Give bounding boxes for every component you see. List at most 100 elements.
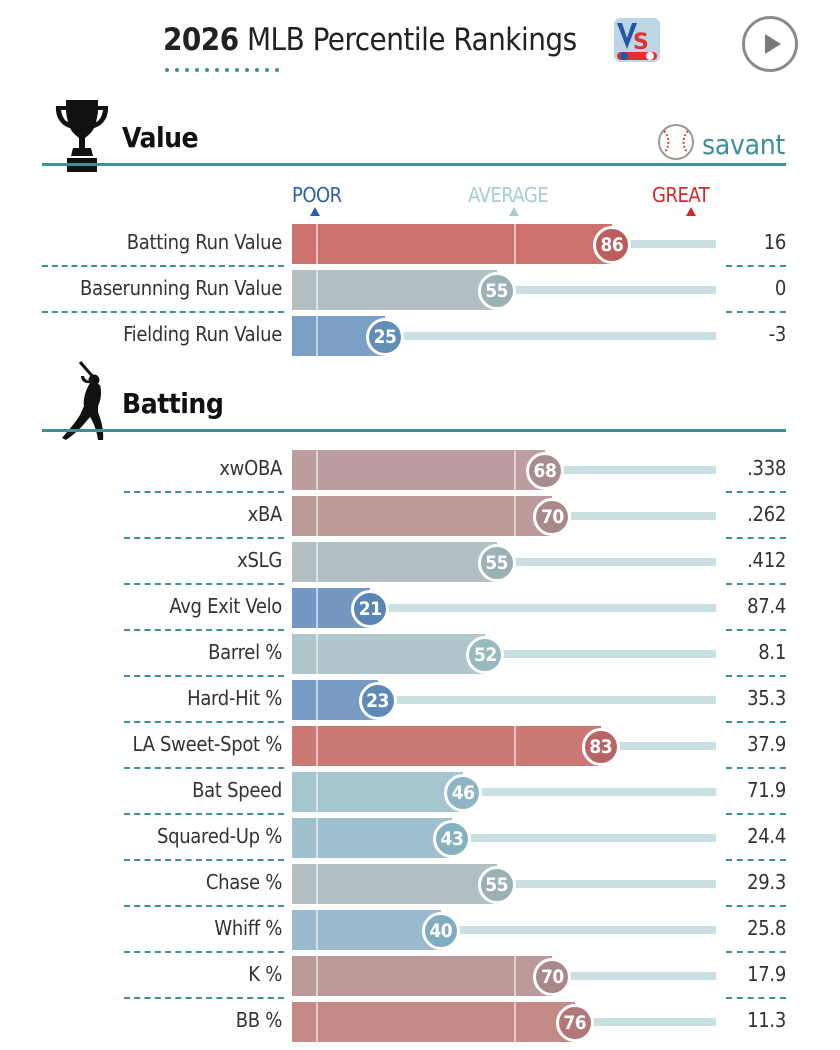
percentile-bubble: 25 [366, 318, 404, 356]
baseball-icon [656, 122, 696, 166]
metric-label: K % [248, 962, 282, 986]
bar-gridline [316, 680, 318, 720]
title-text: MLB Percentile Rankings [238, 22, 577, 58]
bar-gridline [316, 1002, 318, 1042]
metric-label: LA Sweet-Spot % [132, 732, 282, 756]
row-separator [124, 997, 284, 999]
bar-gridline [316, 270, 318, 310]
metric-row[interactable]: Avg Exit Velo 21 87.4 [0, 586, 840, 632]
play-button[interactable] [742, 16, 798, 72]
metric-label: xBA [247, 502, 283, 526]
metric-label: xSLG [237, 548, 282, 572]
metric-row[interactable]: Batting Run Value 86 16 [0, 222, 840, 268]
metric-value: 8.1 [758, 640, 786, 664]
bar-gridline [514, 956, 516, 996]
metric-row[interactable]: xwOBA 68 .338 [0, 448, 840, 494]
metric-row[interactable]: Whiff % 40 25.8 [0, 908, 840, 954]
percentile-bar [292, 270, 497, 310]
batter-silhouette-icon [54, 360, 110, 448]
title-underline-dots [165, 68, 279, 72]
metric-value: 24.4 [747, 824, 786, 848]
bar-gridline [316, 496, 318, 536]
row-separator [124, 859, 284, 861]
metric-label: Whiff % [214, 916, 282, 940]
bar-gridline [316, 542, 318, 582]
percentile-bar [292, 634, 486, 674]
metric-row[interactable]: LA Sweet-Spot % 83 37.9 [0, 724, 840, 770]
row-separator [124, 721, 284, 723]
percentile-bubble: 86 [592, 226, 631, 264]
percentile-bubble: 46 [444, 774, 483, 812]
row-separator [42, 265, 284, 267]
percentile-bar [292, 772, 464, 812]
metric-row[interactable]: Barrel % 52 8.1 [0, 632, 840, 678]
section-title-value: Value [122, 121, 199, 154]
metric-row[interactable]: Squared-Up % 43 24.4 [0, 816, 840, 862]
percentile-bubble: 52 [466, 636, 505, 674]
percentile-bubble: 23 [358, 682, 397, 720]
row-separator [726, 629, 786, 631]
bar-gridline [316, 956, 318, 996]
percentile-bubble: 55 [477, 866, 516, 904]
metric-value: 87.4 [747, 594, 786, 618]
percentile-track [292, 332, 716, 340]
bar-gridline [514, 726, 516, 766]
metric-label: Squared-Up % [156, 824, 282, 848]
metric-row[interactable]: Baserunning Run Value 55 0 [0, 268, 840, 314]
percentile-bubble: 68 [525, 452, 564, 490]
percentile-bar [292, 542, 497, 582]
metric-value: 0 [774, 276, 786, 300]
section-title-batting: Batting [122, 387, 224, 420]
metric-row[interactable]: xSLG 55 .412 [0, 540, 840, 586]
metric-row[interactable]: Bat Speed 46 71.9 [0, 770, 840, 816]
row-separator [124, 537, 284, 539]
row-separator [726, 675, 786, 677]
row-separator [726, 951, 786, 953]
metric-value: 16 [763, 230, 787, 254]
metric-label: Bat Speed [192, 778, 282, 802]
bar-gridline [316, 316, 318, 356]
row-separator [124, 583, 284, 585]
percentile-bubble: 43 [432, 820, 471, 858]
vs-logo-icon[interactable]: S [614, 18, 662, 64]
metric-label: xwOBA [219, 456, 282, 480]
metric-label: Chase % [205, 870, 282, 894]
metric-label: Barrel % [208, 640, 282, 664]
percentile-bar [292, 450, 545, 490]
metric-row[interactable]: xBA 70 .262 [0, 494, 840, 540]
metric-value: .412 [747, 548, 786, 572]
bar-gridline [514, 496, 516, 536]
percentile-bubble: 83 [581, 728, 620, 766]
percentile-bar [292, 910, 441, 950]
metric-value: .338 [747, 456, 786, 480]
percentile-track [292, 604, 716, 612]
bar-gridline [316, 818, 318, 858]
row-separator [726, 721, 786, 723]
row-separator [124, 767, 284, 769]
percentile-track [292, 696, 716, 704]
bar-gridline [514, 450, 516, 490]
percentile-bubble: 40 [421, 912, 460, 950]
percentile-bubble: 55 [477, 544, 516, 582]
great-marker-icon [686, 207, 696, 216]
row-separator [726, 813, 786, 815]
percentile-track [292, 926, 716, 934]
savant-logo[interactable]: savant [656, 122, 785, 166]
metric-value: 11.3 [747, 1008, 786, 1032]
metric-value: 37.9 [747, 732, 786, 756]
scale-great-label: GREAT [652, 183, 710, 207]
metric-row[interactable]: Fielding Run Value 25 -3 [0, 314, 840, 360]
bar-gridline [316, 634, 318, 674]
metric-row[interactable]: K % 70 17.9 [0, 954, 840, 1000]
section-rule [42, 429, 786, 432]
row-separator [726, 265, 786, 267]
poor-marker-icon [310, 207, 320, 216]
bar-gridline [316, 224, 318, 264]
metric-label: Avg Exit Velo [169, 594, 282, 618]
percentile-track [292, 834, 716, 842]
metric-row[interactable]: Chase % 55 29.3 [0, 862, 840, 908]
metric-row[interactable]: BB % 76 11.3 [0, 1000, 840, 1046]
metric-row[interactable]: Hard-Hit % 23 35.3 [0, 678, 840, 724]
average-marker-icon [509, 207, 519, 216]
percentile-bar [292, 496, 553, 536]
